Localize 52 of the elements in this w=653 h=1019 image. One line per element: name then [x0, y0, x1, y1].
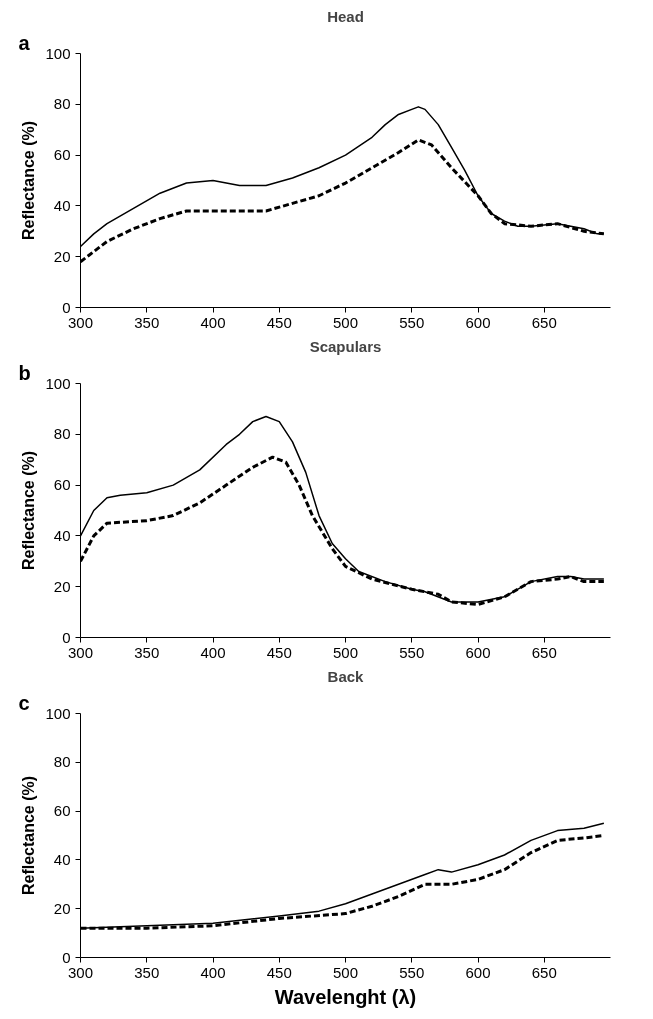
y-tick-label: 0	[62, 628, 71, 646]
y-tick-label: 0	[62, 948, 71, 966]
y-tick-label: 60	[53, 146, 71, 164]
x-tick-label: 650	[531, 963, 557, 981]
x-tick-label: 650	[531, 313, 557, 331]
text: a	[18, 31, 31, 54]
y-tick-label: 60	[53, 802, 71, 820]
chart-title: Head	[327, 7, 364, 25]
x-axis-title: Wavelenght (λ)	[274, 985, 417, 1008]
chart-title: Scapulars	[309, 337, 382, 355]
x-tick-label: 600	[465, 963, 491, 981]
x-tick-label: 500	[332, 313, 359, 331]
x-tick-label: 650	[531, 643, 557, 661]
y-axis-title: Reflectance (%)	[20, 120, 38, 241]
x-tick-label: 600	[465, 643, 491, 661]
y-tick-label: 100	[45, 44, 71, 62]
y-tick-label: 40	[53, 526, 71, 544]
x-tick-label: 350	[134, 643, 160, 661]
x-tick-label: 300	[67, 643, 94, 661]
y-tick-label: 0	[62, 298, 71, 316]
x-tick-label: 400	[200, 963, 226, 981]
x-tick-label: 450	[266, 643, 292, 661]
x-tick-label: 550	[399, 643, 425, 661]
x-tick-label: 400	[200, 643, 226, 661]
y-tick-label: 100	[45, 374, 71, 392]
y-tick-label: 20	[53, 247, 71, 265]
y-tick-label: 80	[53, 753, 71, 771]
y-axis-title: Reflectance (%)	[20, 775, 38, 896]
x-tick-label: 400	[200, 313, 226, 331]
x-tick-label: 300	[67, 313, 94, 331]
y-tick-label: 40	[53, 850, 71, 868]
y-tick-label: 40	[53, 196, 71, 214]
x-tick-label: 450	[266, 963, 292, 981]
x-tick-label: 550	[399, 963, 425, 981]
x-tick-label: 500	[332, 643, 359, 661]
y-tick-label: 80	[53, 425, 71, 443]
y-tick-label: 20	[53, 577, 71, 595]
x-tick-label: 350	[134, 963, 160, 981]
y-tick-label: 60	[53, 476, 71, 494]
text: c	[18, 691, 30, 714]
y-tick-label: 80	[53, 95, 71, 113]
y-tick-label: 100	[45, 704, 71, 722]
y-axis-title: Reflectance (%)	[20, 450, 38, 571]
x-tick-label: 600	[465, 313, 491, 331]
x-tick-label: 350	[134, 313, 160, 331]
x-tick-label: 500	[332, 963, 359, 981]
x-tick-label: 450	[266, 313, 292, 331]
x-tick-label: 300	[67, 963, 94, 981]
text: b	[18, 361, 31, 384]
x-tick-label: 550	[399, 313, 425, 331]
y-tick-label: 20	[53, 899, 71, 917]
chart-title: Back	[327, 667, 365, 685]
